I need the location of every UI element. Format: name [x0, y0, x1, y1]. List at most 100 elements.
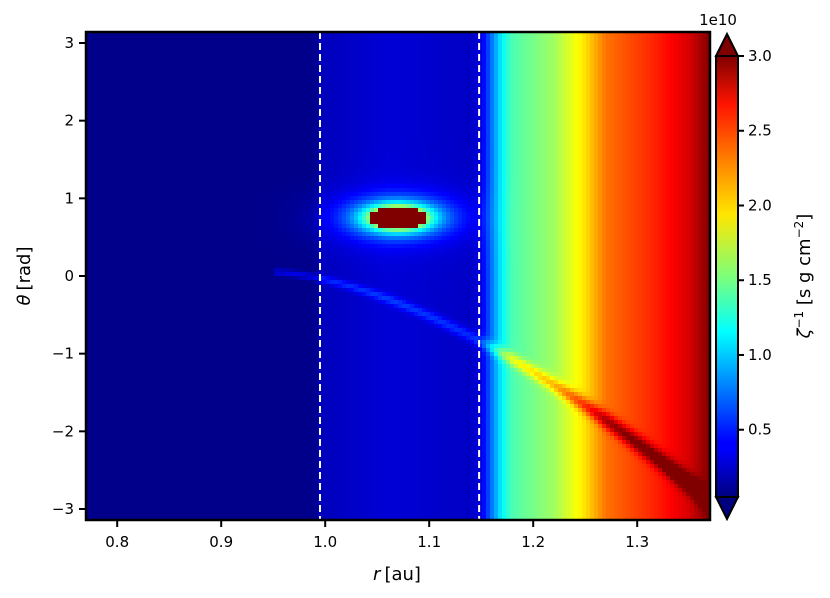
- heatmap-cell: [162, 336, 167, 341]
- heatmap-cell: [138, 504, 143, 509]
- heatmap-cell: [242, 144, 247, 149]
- heatmap-cell: [102, 404, 107, 409]
- heatmap-cell: [246, 236, 251, 241]
- heatmap-cell: [126, 256, 131, 261]
- heatmap-cell: [206, 252, 211, 257]
- heatmap-cell: [102, 52, 107, 57]
- heatmap-cell: [122, 172, 127, 177]
- heatmap-cell: [102, 240, 107, 245]
- heatmap-cell: [194, 288, 199, 293]
- heatmap-cell: [154, 304, 159, 309]
- heatmap-cell: [190, 328, 195, 333]
- heatmap-cell: [202, 496, 207, 501]
- heatmap-cell: [130, 360, 135, 365]
- heatmap-cell: [86, 352, 91, 357]
- heatmap-cell: [174, 324, 179, 329]
- heatmap-cell: [150, 412, 155, 417]
- heatmap-cell: [154, 464, 159, 469]
- heatmap-cell: [234, 456, 239, 461]
- heatmap-cell: [234, 496, 239, 501]
- heatmap-cell: [130, 148, 135, 153]
- heatmap-cell: [206, 160, 211, 165]
- heatmap-cell: [246, 168, 251, 173]
- heatmap-cell: [246, 352, 251, 357]
- heatmap-cell: [178, 508, 183, 513]
- heatmap-cell: [234, 72, 239, 77]
- heatmap-cell: [130, 332, 135, 337]
- heatmap-cell: [158, 312, 163, 317]
- heatmap-cell: [226, 228, 231, 233]
- heatmap-cell: [242, 364, 247, 369]
- heatmap-cell: [90, 44, 95, 49]
- heatmap-cell: [142, 496, 147, 501]
- heatmap-cell: [210, 244, 215, 249]
- heatmap-cell: [166, 216, 171, 221]
- heatmap-cell: [126, 464, 131, 469]
- heatmap-cell: [134, 484, 139, 489]
- heatmap-cell: [210, 148, 215, 153]
- heatmap-cell: [186, 496, 191, 501]
- heatmap-cell: [218, 184, 223, 189]
- heatmap-cell: [146, 364, 151, 369]
- heatmap-cell: [190, 244, 195, 249]
- heatmap-cell: [202, 196, 207, 201]
- heatmap-cell: [154, 192, 159, 197]
- heatmap-cell: [166, 292, 171, 297]
- heatmap-cell: [174, 428, 179, 433]
- heatmap-cell: [98, 156, 103, 161]
- heatmap-cell: [206, 512, 211, 517]
- heatmap-cell: [246, 388, 251, 393]
- heatmap-cell: [242, 476, 247, 481]
- heatmap-cell: [110, 368, 115, 373]
- heatmap-cell: [86, 164, 91, 169]
- heatmap-cell: [178, 68, 183, 73]
- heatmap-cell: [246, 128, 251, 133]
- heatmap-cell: [110, 412, 115, 417]
- heatmap-cell: [178, 156, 183, 161]
- heatmap-cell: [146, 40, 151, 45]
- heatmap-cell: [142, 108, 147, 113]
- heatmap-cell: [214, 192, 219, 197]
- heatmap-cell: [218, 188, 223, 193]
- heatmap-cell: [150, 392, 155, 397]
- heatmap-cell: [206, 484, 211, 489]
- heatmap-cell: [218, 168, 223, 173]
- heatmap-cell: [150, 476, 155, 481]
- heatmap-cell: [118, 220, 123, 225]
- heatmap-cell: [142, 96, 147, 101]
- heatmap-cell: [166, 32, 171, 37]
- heatmap-cell: [114, 168, 119, 173]
- heatmap-cell: [190, 496, 195, 501]
- heatmap-cell: [154, 292, 159, 297]
- heatmap-cell: [198, 216, 203, 221]
- heatmap-cell: [174, 332, 179, 337]
- heatmap-cell: [230, 348, 235, 353]
- heatmap-cell: [142, 436, 147, 441]
- heatmap-cell: [86, 300, 91, 305]
- heatmap-cell: [182, 240, 187, 245]
- heatmap-cell: [242, 160, 247, 165]
- heatmap-cell: [178, 404, 183, 409]
- heatmap-cell: [186, 156, 191, 161]
- heatmap-cell: [98, 368, 103, 373]
- heatmap-cell: [246, 72, 251, 77]
- heatmap-cell: [106, 380, 111, 385]
- heatmap-cell: [214, 432, 219, 437]
- heatmap-cell: [130, 504, 135, 509]
- heatmap-cell: [150, 408, 155, 413]
- heatmap-cell: [138, 224, 143, 229]
- heatmap-cell: [110, 232, 115, 237]
- heatmap-cell: [174, 200, 179, 205]
- heatmap-cell: [126, 236, 131, 241]
- heatmap-cell: [126, 336, 131, 341]
- heatmap-cell: [238, 360, 243, 365]
- heatmap-cell: [198, 92, 203, 97]
- heatmap-cell: [138, 464, 143, 469]
- heatmap-cell: [118, 200, 123, 205]
- heatmap-cell: [190, 308, 195, 313]
- heatmap-cell: [102, 432, 107, 437]
- heatmap-cell: [114, 396, 119, 401]
- heatmap-cell: [94, 372, 99, 377]
- heatmap-cell: [170, 488, 175, 493]
- heatmap-cell: [222, 152, 227, 157]
